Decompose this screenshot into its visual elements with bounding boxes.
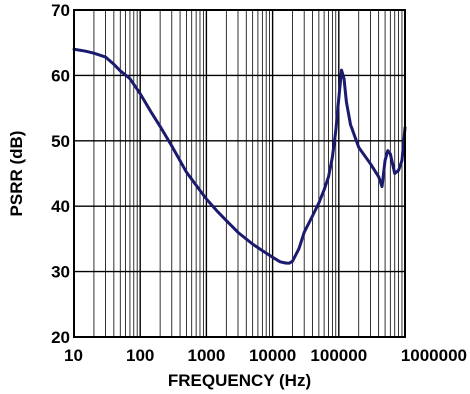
- x-tick-label: 10: [64, 346, 83, 365]
- x-tick-label: 100000: [310, 346, 367, 365]
- plot-frame: [73, 9, 406, 338]
- major-gridlines: [73, 9, 406, 338]
- y-tick-label: 60: [51, 66, 70, 85]
- minor-gridlines: [93, 10, 403, 337]
- x-tick-labels: 10 100 1000 10000 100000 1000000: [64, 346, 467, 365]
- x-tick-label: 10000: [249, 346, 296, 365]
- y-tick-label: 40: [51, 197, 70, 216]
- y-tick-label: 50: [51, 132, 70, 151]
- x-tick-label: 100: [126, 346, 154, 365]
- psrr-series-line: [72, 47, 407, 265]
- x-tick-label: 1000: [187, 346, 225, 365]
- x-axis-title: FREQUENCY (Hz): [168, 371, 311, 390]
- x-tick-label: 1000000: [401, 346, 467, 365]
- y-tick-labels: 20 30 40 50 60 70: [51, 1, 70, 347]
- y-tick-label: 70: [51, 1, 70, 20]
- y-axis-title: PSRR (dB): [7, 131, 26, 217]
- y-tick-label: 20: [51, 328, 70, 347]
- y-tick-label: 30: [51, 263, 70, 282]
- psrr-curve: [72, 47, 407, 265]
